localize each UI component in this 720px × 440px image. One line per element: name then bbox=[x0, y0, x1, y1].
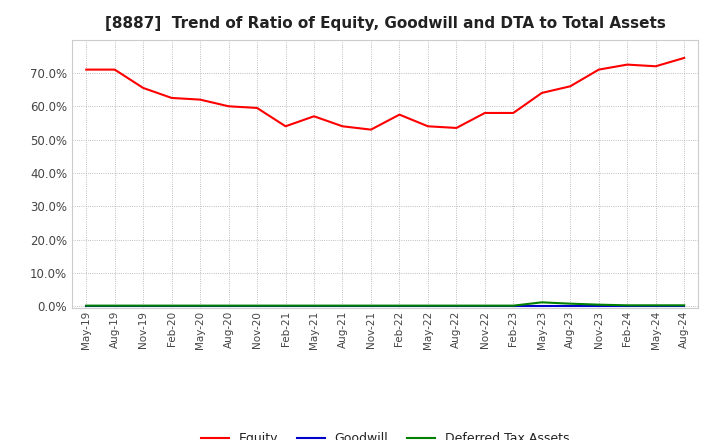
Equity bbox=[82, 67, 91, 72]
Equity bbox=[310, 114, 318, 119]
Equity bbox=[566, 84, 575, 89]
Deferred Tax Assets bbox=[423, 303, 432, 308]
Goodwill bbox=[566, 304, 575, 309]
Goodwill bbox=[139, 304, 148, 309]
Goodwill bbox=[167, 304, 176, 309]
Deferred Tax Assets bbox=[509, 303, 518, 308]
Legend: Equity, Goodwill, Deferred Tax Assets: Equity, Goodwill, Deferred Tax Assets bbox=[197, 427, 574, 440]
Equity bbox=[509, 110, 518, 116]
Equity bbox=[395, 112, 404, 117]
Deferred Tax Assets bbox=[652, 303, 660, 308]
Deferred Tax Assets bbox=[110, 303, 119, 308]
Equity bbox=[595, 67, 603, 72]
Goodwill bbox=[480, 304, 489, 309]
Goodwill bbox=[680, 304, 688, 309]
Deferred Tax Assets bbox=[537, 300, 546, 305]
Equity bbox=[423, 124, 432, 129]
Goodwill bbox=[652, 304, 660, 309]
Goodwill bbox=[537, 304, 546, 309]
Equity bbox=[366, 127, 375, 132]
Equity bbox=[282, 124, 290, 129]
Goodwill bbox=[595, 304, 603, 309]
Deferred Tax Assets bbox=[680, 303, 688, 308]
Deferred Tax Assets bbox=[310, 303, 318, 308]
Deferred Tax Assets bbox=[338, 303, 347, 308]
Deferred Tax Assets bbox=[82, 303, 91, 308]
Goodwill bbox=[395, 304, 404, 309]
Equity bbox=[139, 85, 148, 91]
Equity bbox=[225, 104, 233, 109]
Goodwill bbox=[110, 304, 119, 309]
Goodwill bbox=[82, 304, 91, 309]
Goodwill bbox=[253, 304, 261, 309]
Deferred Tax Assets bbox=[253, 303, 261, 308]
Deferred Tax Assets bbox=[480, 303, 489, 308]
Deferred Tax Assets bbox=[366, 303, 375, 308]
Deferred Tax Assets bbox=[452, 303, 461, 308]
Deferred Tax Assets bbox=[566, 301, 575, 306]
Goodwill bbox=[225, 304, 233, 309]
Equity bbox=[196, 97, 204, 102]
Equity bbox=[452, 125, 461, 131]
Goodwill bbox=[509, 304, 518, 309]
Goodwill bbox=[310, 304, 318, 309]
Line: Deferred Tax Assets: Deferred Tax Assets bbox=[86, 302, 684, 306]
Deferred Tax Assets bbox=[196, 303, 204, 308]
Deferred Tax Assets bbox=[595, 302, 603, 307]
Equity bbox=[338, 124, 347, 129]
Equity bbox=[680, 55, 688, 61]
Goodwill bbox=[196, 304, 204, 309]
Goodwill bbox=[338, 304, 347, 309]
Equity bbox=[480, 110, 489, 116]
Title: [8887]  Trend of Ratio of Equity, Goodwill and DTA to Total Assets: [8887] Trend of Ratio of Equity, Goodwil… bbox=[105, 16, 665, 32]
Deferred Tax Assets bbox=[623, 303, 631, 308]
Equity bbox=[110, 67, 119, 72]
Goodwill bbox=[282, 304, 290, 309]
Goodwill bbox=[452, 304, 461, 309]
Deferred Tax Assets bbox=[225, 303, 233, 308]
Goodwill bbox=[423, 304, 432, 309]
Goodwill bbox=[366, 304, 375, 309]
Equity bbox=[253, 105, 261, 110]
Equity bbox=[537, 90, 546, 95]
Deferred Tax Assets bbox=[167, 303, 176, 308]
Line: Equity: Equity bbox=[86, 58, 684, 130]
Equity bbox=[167, 95, 176, 101]
Equity bbox=[652, 64, 660, 69]
Goodwill bbox=[623, 304, 631, 309]
Equity bbox=[623, 62, 631, 67]
Deferred Tax Assets bbox=[139, 303, 148, 308]
Deferred Tax Assets bbox=[395, 303, 404, 308]
Deferred Tax Assets bbox=[282, 303, 290, 308]
